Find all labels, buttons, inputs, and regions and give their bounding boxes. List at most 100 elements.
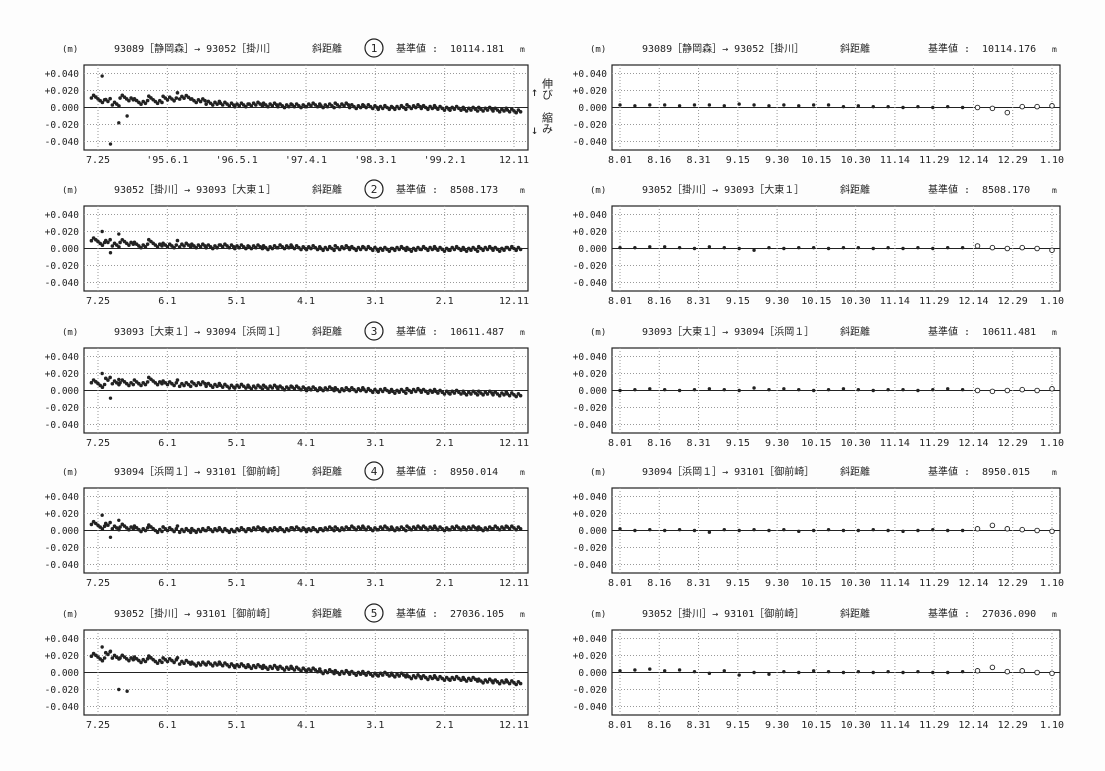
x-tick-label: 9.15	[726, 296, 750, 307]
data-point	[752, 248, 756, 252]
data-point	[227, 245, 232, 250]
data-point	[160, 244, 164, 248]
chart-left-4: (m) 93094［浜岡１］→ 93101［御前崎］ 斜距離 4 基準値 : 8950.0…	[45, 461, 529, 589]
data-point	[491, 248, 495, 253]
data-point	[194, 100, 199, 105]
y-tick-label: 0.000	[578, 668, 607, 679]
data-point	[960, 105, 965, 110]
route-title: 93052［掛川］→ 93101［御前崎］	[114, 607, 276, 620]
y-tick-label: +0.020	[573, 227, 608, 238]
route-title: 93093［大東１］→ 93094［浜岡１］	[642, 325, 814, 338]
data-point	[497, 110, 502, 114]
data-point	[358, 527, 363, 531]
data-point	[175, 656, 180, 660]
x-tick-label: 8.01	[608, 720, 632, 731]
data-point	[127, 527, 131, 532]
data-point-open	[1004, 387, 1011, 394]
base-value: 8950.015	[982, 467, 1030, 478]
data-point	[220, 529, 225, 534]
data-point	[376, 390, 381, 395]
data-point	[502, 393, 506, 397]
y-tick-label: -0.020	[573, 261, 608, 272]
data-point-open	[989, 664, 996, 671]
unit-label: (m)	[590, 45, 606, 55]
contraction-label: 縮み	[541, 111, 554, 134]
data-point	[397, 674, 402, 678]
data-point	[618, 388, 622, 393]
data-point	[182, 244, 186, 248]
data-point	[249, 387, 254, 391]
data-point	[413, 389, 418, 394]
data-point-open	[989, 388, 996, 395]
data-point	[89, 238, 94, 243]
y-tick-label: -0.040	[573, 702, 608, 713]
outlier-point	[100, 645, 104, 649]
x-tick-label: 12.11	[499, 155, 529, 166]
x-tick-label: 10.15	[801, 155, 831, 166]
y-tick-label: -0.040	[45, 560, 80, 571]
data-point	[198, 382, 203, 387]
data-point	[139, 660, 143, 665]
data-point	[174, 243, 179, 247]
data-point	[393, 107, 397, 112]
data-point	[648, 103, 652, 107]
data-point	[737, 528, 741, 533]
data-point	[662, 245, 667, 249]
data-point	[253, 245, 258, 250]
data-point	[332, 388, 336, 393]
data-point	[452, 391, 457, 395]
data-point	[249, 528, 254, 533]
data-point	[648, 245, 652, 249]
data-point	[172, 529, 176, 534]
data-point	[165, 245, 170, 249]
base-value: 10611.487	[450, 327, 504, 338]
outlier-point	[100, 229, 104, 234]
x-tick-label: 6.1	[158, 438, 176, 449]
data-point	[886, 528, 890, 533]
data-point	[485, 392, 490, 396]
data-point	[916, 104, 920, 109]
data-point	[131, 657, 136, 662]
data-point	[358, 105, 363, 110]
x-tick-label: 8.01	[608, 438, 632, 449]
data-point	[442, 392, 447, 396]
data-point	[380, 106, 385, 111]
base-value: 10114.181	[450, 44, 504, 55]
x-tick-label: 7.25	[86, 155, 110, 166]
data-point	[856, 245, 861, 250]
x-tick-label: 7.25	[86, 296, 110, 307]
data-point	[165, 659, 170, 664]
data-point	[856, 104, 861, 108]
data-point	[282, 246, 287, 251]
x-tick-label: 8.01	[608, 155, 632, 166]
data-point	[131, 527, 136, 531]
data-point	[210, 103, 215, 107]
data-point	[811, 103, 816, 107]
data-point	[325, 247, 330, 252]
data-point-open	[1049, 670, 1055, 677]
data-point	[677, 104, 682, 108]
data-point	[342, 104, 346, 108]
x-tick-label: 8.31	[686, 720, 710, 731]
data-point	[118, 240, 122, 245]
quantity-label: 斜距離	[840, 325, 870, 338]
chart-right-2: (m) 93052［掛川］→ 93093［大東１］ 斜距離 基準値 : 8508.170…	[573, 183, 1064, 307]
data-point	[139, 529, 143, 534]
data-point	[886, 669, 890, 674]
x-tick-label: 10.15	[801, 438, 831, 449]
data-point	[514, 248, 518, 253]
data-point	[841, 387, 846, 391]
data-point	[108, 520, 112, 525]
data-point	[370, 390, 375, 395]
data-point-open	[974, 526, 981, 532]
data-point	[354, 248, 359, 253]
data-point-open	[1034, 245, 1040, 252]
quantity-label: 斜距離	[840, 42, 870, 55]
data-point	[127, 658, 131, 663]
data-point	[145, 526, 150, 530]
data-point	[145, 242, 150, 246]
data-point	[518, 247, 523, 252]
data-point	[442, 108, 447, 112]
x-tick-label: '99.2.1	[424, 155, 466, 166]
data-point	[436, 107, 440, 112]
